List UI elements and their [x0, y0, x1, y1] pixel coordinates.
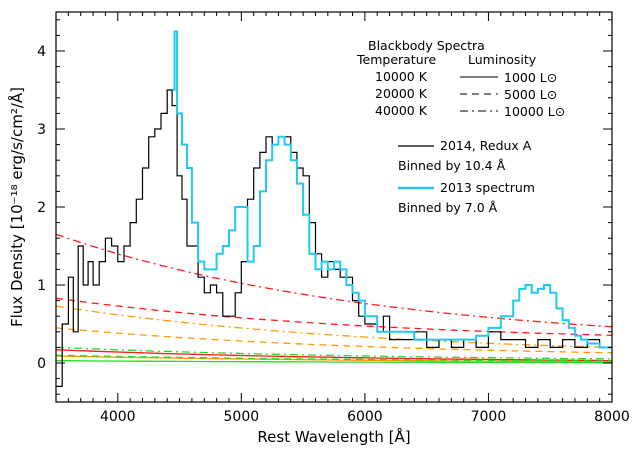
y-axis-label: Flux Density [10⁻¹⁸ erg/s/cm²/Å]: [7, 87, 26, 327]
legend-spectrum-binning: Binned by 10.4 Å: [398, 158, 506, 173]
legend-header-luminosity: Luminosity: [468, 52, 537, 67]
legend-spectrum-binning: Binned by 7.0 Å: [398, 200, 498, 215]
blackbody-curve-1: [55, 297, 613, 336]
series-line-2013: [172, 30, 612, 349]
y-tick-label: 3: [37, 122, 46, 138]
y-tick-label: 4: [37, 44, 46, 60]
blackbody-curve-3: [55, 355, 612, 363]
legend-luminosity-label: 5000 L⊙: [504, 87, 557, 102]
blackbody-curve-8: [55, 346, 613, 360]
x-tick-label: 8000: [594, 409, 630, 425]
legend-luminosity-label: 1000 L⊙: [504, 70, 557, 85]
legend-spectrum-label: 2014, Redux A: [440, 138, 532, 153]
x-tick-label: 6000: [347, 409, 383, 425]
x-tick-label: 4000: [100, 409, 136, 425]
axis-ticks: 4000 5000 6000 7000 8000 0 1 2 3 4: [37, 12, 630, 425]
legend-temperature-label: 20000 K: [375, 86, 428, 101]
legend-title: Blackbody Spectra: [368, 38, 485, 53]
blackbody-curve-5: [55, 305, 613, 349]
legend-temperature-label: 40000 K: [375, 103, 428, 118]
legend-temperature-label: 10000 K: [375, 69, 428, 84]
blackbody-curves: [55, 233, 613, 364]
blackbody-curve-4: [55, 327, 613, 354]
blackbody-curve-0: [55, 349, 613, 362]
blackbody-curve-6: [56, 360, 612, 364]
series-line-2014: [56, 89, 612, 387]
spectra-series: [56, 30, 612, 387]
legend-header-temperature: Temperature: [356, 52, 436, 67]
blackbody-curve-2: [55, 233, 613, 328]
legend-luminosity-label: 10000 L⊙: [504, 104, 565, 119]
y-tick-label: 2: [37, 200, 46, 216]
blackbody-curve-7: [55, 354, 612, 362]
x-tick-label: 7000: [471, 409, 507, 425]
legend-spectrum-label: 2013 spectrum: [440, 180, 535, 195]
y-tick-label: 1: [37, 278, 46, 294]
y-tick-label: 0: [37, 356, 46, 372]
x-tick-label: 5000: [224, 409, 260, 425]
x-axis-label: Rest Wavelength [Å]: [257, 427, 410, 446]
